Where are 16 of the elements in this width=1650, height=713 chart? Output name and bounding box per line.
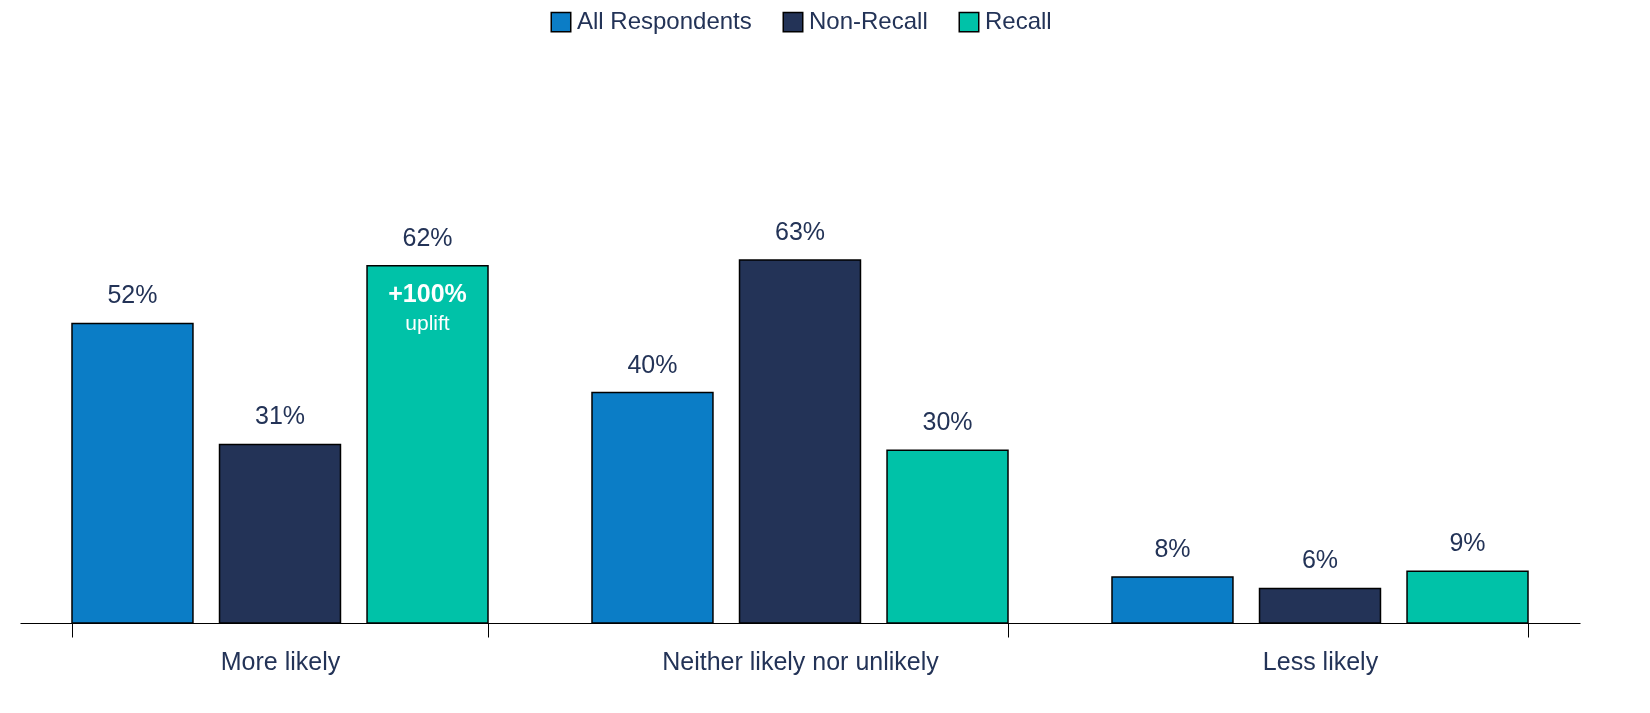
data-label: 8% bbox=[1154, 533, 1191, 562]
legend-label: Non-Recall bbox=[809, 7, 928, 35]
data-label: 52% bbox=[107, 280, 158, 309]
x-tick-label: More likely bbox=[220, 646, 341, 675]
legend-label: Recall bbox=[985, 7, 1052, 35]
data-label: 31% bbox=[254, 401, 306, 430]
x-tick-label: Less likely bbox=[1262, 646, 1379, 675]
data-label: 30% bbox=[922, 407, 973, 436]
x-tick-label: Neither likely nor unlikely bbox=[662, 646, 940, 675]
data-label: 62% bbox=[402, 222, 453, 251]
data-label: 63% bbox=[774, 217, 826, 245]
legend-label: All Respondents bbox=[577, 7, 752, 35]
data-label: 40% bbox=[627, 349, 678, 378]
data-label: 9% bbox=[1449, 528, 1486, 557]
annotation: +100% uplift bbox=[388, 278, 467, 334]
data-label: 6% bbox=[1301, 545, 1339, 574]
